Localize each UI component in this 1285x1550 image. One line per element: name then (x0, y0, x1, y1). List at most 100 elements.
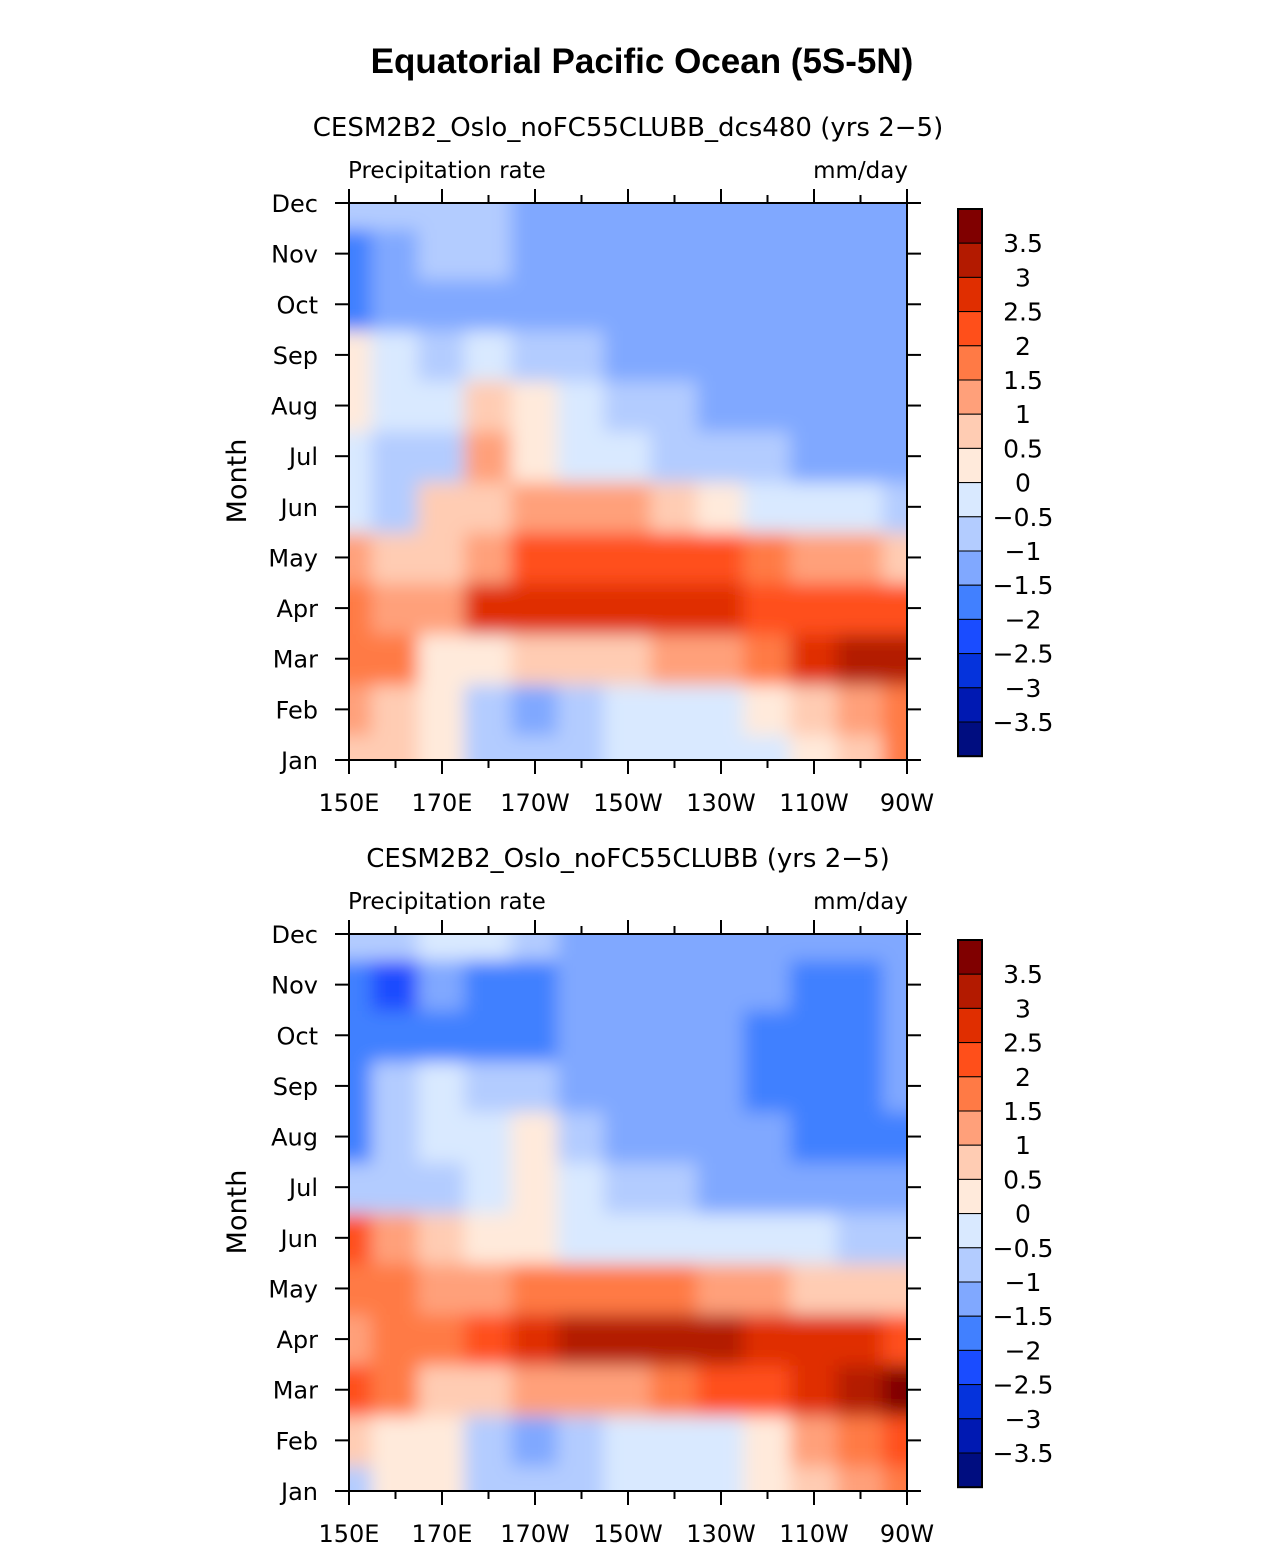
data-cell (603, 379, 653, 432)
data-cell (464, 1110, 513, 1163)
data-cell (836, 227, 885, 280)
data-cell (510, 934, 560, 961)
data-cell (882, 1211, 907, 1265)
y-tick-label: Jan (279, 1478, 318, 1506)
colorbar-swatch (957, 276, 983, 313)
colorbar-label: 2 (1015, 332, 1031, 361)
data-cell (510, 531, 560, 584)
data-cell (696, 203, 746, 230)
data-cell (882, 480, 907, 534)
data-cell (696, 958, 746, 1011)
data-cell (650, 531, 699, 584)
data-cell (882, 1160, 907, 1214)
data-cell (464, 1312, 513, 1366)
data-cell (603, 531, 653, 584)
y-tick-label: May (268, 1275, 318, 1303)
data-cell (464, 1414, 513, 1467)
data-cell (789, 1414, 839, 1467)
x-tick-label: 110W (779, 789, 849, 817)
data-cell (882, 379, 907, 432)
data-cell (882, 934, 907, 961)
data-cell (417, 1363, 467, 1416)
data-cell (510, 227, 560, 280)
data-cell (743, 632, 792, 685)
colorbar-label: 0 (1015, 469, 1031, 498)
data-cell (557, 1211, 606, 1265)
data-cell (557, 1464, 606, 1491)
data-cell (743, 1110, 792, 1163)
data-cell (349, 1464, 374, 1491)
colorbar-swatch (957, 1281, 983, 1317)
data-cell (650, 227, 699, 280)
data-cell (882, 203, 907, 230)
data-cell (417, 379, 467, 432)
data-cell (743, 1211, 792, 1265)
data-cell (417, 203, 467, 230)
data-cell (789, 278, 839, 331)
colorbar-swatch (957, 447, 983, 484)
data-cell (371, 1160, 420, 1214)
x-tick-label: 170W (500, 1520, 570, 1548)
x-tick-label: 90W (880, 1520, 934, 1548)
data-cell (743, 958, 792, 1011)
data-cell (464, 328, 513, 382)
colorbar-label: −0.5 (993, 1234, 1054, 1263)
data-cell (836, 683, 885, 736)
data-cell (650, 1059, 699, 1113)
data-cell (349, 632, 374, 685)
data-cell (557, 1262, 606, 1315)
data-cell (557, 958, 606, 1011)
data-cell (836, 1363, 885, 1416)
data-cell (557, 632, 606, 685)
y-tick-label: Dec (272, 921, 318, 949)
data-cell (371, 1312, 420, 1366)
data-cell (882, 1262, 907, 1315)
data-cell (349, 958, 374, 1011)
y-tick-label: Nov (271, 972, 318, 1000)
data-cell (836, 1059, 885, 1113)
data-cell (349, 733, 374, 760)
data-cell (650, 1414, 699, 1467)
data-cell (882, 1363, 907, 1416)
y-axis-label: Month (222, 1170, 253, 1255)
data-cell (789, 1009, 839, 1062)
data-cell (882, 1312, 907, 1366)
colorbar-label: 2.5 (1003, 1029, 1043, 1058)
y-tick-label: Jun (279, 1225, 319, 1253)
data-cell (650, 203, 699, 230)
data-cell (371, 227, 420, 280)
data-cell (696, 733, 746, 760)
colorbar-label: 1.5 (1003, 1097, 1043, 1126)
data-cell (743, 531, 792, 584)
data-cell (464, 733, 513, 760)
data-cell (349, 1009, 374, 1062)
data-cell (510, 581, 560, 635)
data-cell (417, 1160, 467, 1214)
colorbar-label: −2 (1005, 605, 1042, 634)
data-cell (557, 379, 606, 432)
colorbar-label: −0.5 (993, 503, 1054, 532)
data-cell (417, 683, 467, 736)
data-cell (510, 958, 560, 1011)
data-cell (371, 1464, 420, 1491)
data-cell (557, 1414, 606, 1467)
data-cell (836, 531, 885, 584)
data-cell (557, 480, 606, 534)
data-cell (349, 1262, 374, 1315)
data-cell (603, 632, 653, 685)
data-cell (603, 958, 653, 1011)
data-cell (882, 958, 907, 1011)
data-cell (557, 227, 606, 280)
data-cell (557, 733, 606, 760)
data-cell (603, 1414, 653, 1467)
data-cell (696, 632, 746, 685)
colorbar-label: 3 (1015, 263, 1031, 292)
data-cell (836, 1160, 885, 1214)
data-cell (510, 683, 560, 736)
data-cell (417, 328, 467, 382)
data-cell (650, 1009, 699, 1062)
data-cell (349, 1414, 374, 1467)
data-cell (603, 1059, 653, 1113)
y-tick-label: Apr (276, 1326, 318, 1354)
colorbar-swatch (957, 721, 983, 757)
